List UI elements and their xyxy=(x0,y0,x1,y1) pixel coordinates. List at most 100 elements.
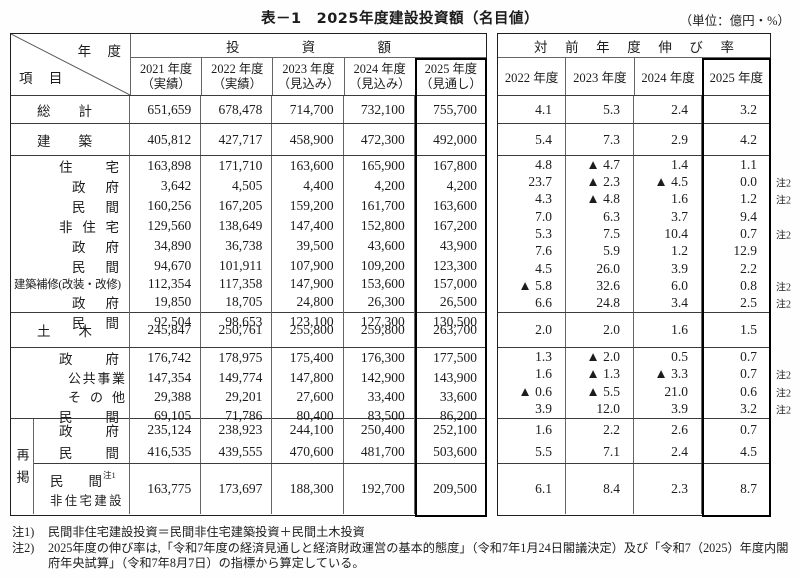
value-cell: 33,400 xyxy=(344,387,415,406)
value-cell: 167,200 xyxy=(433,218,477,233)
year-column-header: 2022 年度 xyxy=(498,58,567,95)
footnote-2: 注2) 2025年度の伸び率は,「令和7年度の経済見通しと経済財政運営の基本的態… xyxy=(12,541,792,572)
restated-private-nonres: 民 間注1 非住宅建設 163,775 173,697 188,300 192,… xyxy=(34,464,486,514)
value-cell: 147,400 xyxy=(272,216,344,236)
rate-cell: 2.0 xyxy=(498,313,566,347)
note-marker: 注2 xyxy=(776,230,791,242)
growth-section-civil-detail: 1.3 ▲ 2.0 0.5 0.7 1.6 ▲ 1.3 ▲ 3.3 0.7 注2 … xyxy=(498,348,791,419)
rate-cell: 2.3 xyxy=(634,464,702,514)
growth-section-restated: 1.6 2.2 2.6 0.7 5.5 7.1 2.4 4.5 xyxy=(498,419,770,464)
rate-cell: 6.3 xyxy=(566,208,634,226)
rate-cell: 3.7 xyxy=(634,208,702,226)
footnote-ref: 注1 xyxy=(103,469,116,480)
rate-cell: 5.3 xyxy=(566,96,634,123)
rate-cell: 1.2 xyxy=(634,242,702,260)
rate-cell: 5.3 xyxy=(498,225,566,243)
value-cell: 149,774 xyxy=(201,368,273,387)
year-column-header: 2024 年度 （見込み） xyxy=(345,58,416,95)
value-cell: 165,900 xyxy=(344,156,415,176)
rate-cell: 7.0 xyxy=(498,208,566,226)
footnote-prefix: 注1) xyxy=(12,525,35,539)
value-cell: 157,000 xyxy=(433,276,477,291)
value-cell: 83,500 xyxy=(344,406,415,426)
section-civil: 土 木 245,847 250,761 255,800 259,800 263,… xyxy=(11,313,486,348)
value-cell: 163,775 xyxy=(130,464,202,514)
value-cell: 161,700 xyxy=(344,196,415,216)
footnote-text: 民間非住宅建設投資＝民間非住宅建築投資＋民間土木投資 xyxy=(48,525,365,539)
footnotes: 注1) 民間非住宅建設投資＝民間非住宅建築投資＋民間土木投資 注2) 2025年… xyxy=(12,525,792,572)
value-cell: 427,717 xyxy=(201,124,273,155)
value-cell: 678,478 xyxy=(201,96,273,123)
rate-cell: 1.6 xyxy=(498,365,566,383)
value-cell: 4,400 xyxy=(272,176,344,196)
rate-cell: 2.0 xyxy=(566,313,634,347)
value-cell: 259,800 xyxy=(344,313,415,347)
value-cell: 472,300 xyxy=(344,124,415,155)
rate-cell: 1.2 注2 xyxy=(740,191,791,207)
rate-cell: ▲ 2.3 xyxy=(566,173,634,191)
value-cell: 33,600 xyxy=(439,388,477,404)
value-cell: 163,898 xyxy=(130,156,202,176)
value-cell: 147,800 xyxy=(272,368,344,387)
rate-cell: ▲ 0.6 xyxy=(498,383,566,401)
rate-cell: 1.6 xyxy=(498,419,566,441)
rate-cell: 6.6 xyxy=(498,294,566,312)
rate-cell: 3.2 xyxy=(740,101,757,117)
note-marker: 注2 xyxy=(776,178,791,190)
row-label: 民 間 xyxy=(34,441,130,463)
rate-cell: 21.0 xyxy=(634,383,702,401)
value-cell: 250,400 xyxy=(344,419,415,441)
value-cell: 4,505 xyxy=(201,176,273,196)
value-cell: 163,600 xyxy=(272,156,344,176)
rate-cell: 0.7 注2 xyxy=(740,225,791,242)
value-cell: 147,900 xyxy=(272,276,344,292)
year-column-header: 2023 年度 （見込み） xyxy=(273,58,345,95)
note-marker: 注2 xyxy=(776,282,791,294)
value-cell: 94,670 xyxy=(130,256,202,276)
rate-cell: 5.4 xyxy=(498,124,566,155)
row-label: 民 間 xyxy=(11,406,130,426)
row-label: 住 宅 xyxy=(11,156,130,176)
growth-table-header: 対 前 年 度 伸 び 率 2022 年度 2023 年度 2024 年度 20… xyxy=(498,34,770,96)
growth-section-building-detail: 4.8 ▲ 4.7 1.4 1.1 23.7 ▲ 2.3 ▲ 4.5 0.0 注2… xyxy=(498,156,791,313)
value-cell: 129,560 xyxy=(130,216,202,236)
value-cell: 138,649 xyxy=(201,216,273,236)
rate-cell: 7.6 xyxy=(498,242,566,260)
rate-cell: 26.0 xyxy=(566,260,634,278)
note-marker: 注2 xyxy=(776,195,791,207)
rate-cell: ▲ 4.8 xyxy=(566,190,634,208)
value-cell: 80,400 xyxy=(272,406,344,426)
page-title: 表－1 2025年度建設投資額（名目値） xyxy=(261,11,539,27)
value-cell: 29,201 xyxy=(201,387,273,406)
rate-cell: 2.2 xyxy=(566,419,634,441)
rate-cell: 4.2 xyxy=(740,131,757,147)
value-cell: 167,800 xyxy=(433,158,477,173)
value-cell: 69,105 xyxy=(130,406,202,426)
growth-span-header: 対 前 年 度 伸 び 率 xyxy=(498,34,770,58)
growth-section-total: 4.1 5.3 2.4 3.2 xyxy=(498,96,770,124)
value-cell: 458,900 xyxy=(272,124,344,155)
rate-cell: ▲ 4.7 xyxy=(566,156,634,174)
value-cell: 405,812 xyxy=(130,124,202,155)
value-cell: 252,100 xyxy=(433,422,477,437)
rate-cell: ▲ 5.5 xyxy=(566,383,634,401)
row-label: 土 木 xyxy=(11,313,130,347)
note-marker: 注2 xyxy=(776,299,791,311)
value-cell: 470,600 xyxy=(272,441,344,463)
rate-cell: 24.8 xyxy=(566,294,634,312)
note-marker: 注2 xyxy=(776,388,791,400)
growth-section-civil: 2.0 2.0 1.6 1.5 xyxy=(498,313,770,348)
value-cell: 4,200 xyxy=(446,178,477,193)
value-cell: 43,900 xyxy=(439,238,477,253)
value-cell: 176,300 xyxy=(344,348,415,368)
value-cell: 416,535 xyxy=(130,441,202,463)
rate-cell: 0.0 注2 xyxy=(740,173,791,190)
value-cell: 71,786 xyxy=(201,406,273,426)
row-label: 建 築 xyxy=(11,124,130,155)
restated-gov-priv: 政 府 235,124 238,923 244,100 250,400 252,… xyxy=(34,419,486,464)
year-column-header: 2021 年度 （実績） xyxy=(131,58,203,95)
value-cell: 43,600 xyxy=(344,236,415,256)
row-label: 総 計 xyxy=(11,96,130,123)
value-cell: 142,900 xyxy=(344,368,415,387)
rate-cell: 2.6 xyxy=(634,419,702,441)
